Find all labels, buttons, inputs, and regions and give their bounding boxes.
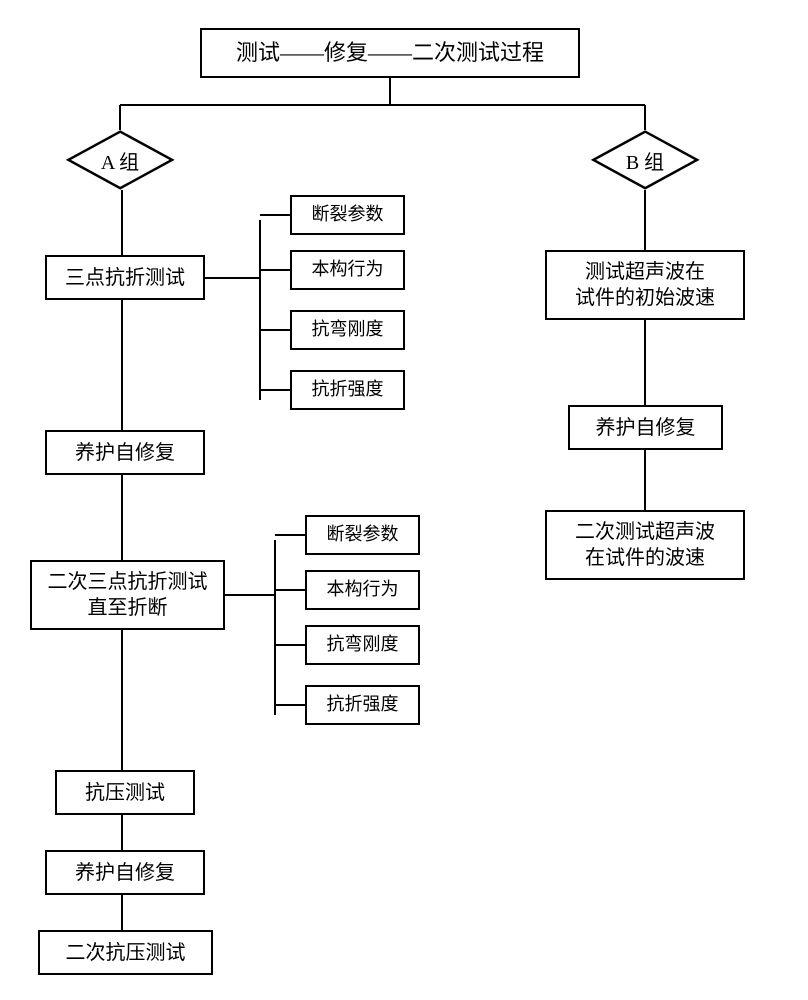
b-step-b1: 测试超声波在试件的初始波速 bbox=[545, 250, 745, 320]
a-step-a4: 抗压测试 bbox=[55, 770, 195, 815]
side-1-item-4: 抗折强度 bbox=[290, 370, 405, 410]
title-node: 测试——修复——二次测试过程 bbox=[200, 28, 580, 78]
side-1-item-2: 本构行为 bbox=[290, 250, 405, 290]
group-a-diamond: A 组 bbox=[65, 130, 175, 190]
a-step-a1: 三点抗折测试 bbox=[45, 255, 205, 300]
side-1-item-1: 断裂参数 bbox=[290, 195, 405, 235]
flowchart-canvas: 测试——修复——二次测试过程A 组B 组三点抗折测试养护自修复二次三点抗折测试直… bbox=[0, 0, 808, 1000]
side-2-item-3: 抗弯刚度 bbox=[305, 625, 420, 665]
group-a-diamond-label: A 组 bbox=[65, 130, 175, 190]
group-b-diamond: B 组 bbox=[590, 130, 700, 190]
b-step-b2: 养护自修复 bbox=[568, 405, 723, 450]
a-step-a6: 二次抗压测试 bbox=[38, 930, 213, 975]
side-2-item-1: 断裂参数 bbox=[305, 515, 420, 555]
a-step-a3: 二次三点抗折测试直至折断 bbox=[30, 560, 225, 630]
side-2-item-4: 抗折强度 bbox=[305, 685, 420, 725]
side-1-item-3: 抗弯刚度 bbox=[290, 310, 405, 350]
group-b-diamond-label: B 组 bbox=[590, 130, 700, 190]
a-step-a2: 养护自修复 bbox=[45, 430, 205, 475]
side-2-item-2: 本构行为 bbox=[305, 570, 420, 610]
b-step-b3: 二次测试超声波在试件的波速 bbox=[545, 510, 745, 580]
a-step-a5: 养护自修复 bbox=[45, 850, 205, 895]
